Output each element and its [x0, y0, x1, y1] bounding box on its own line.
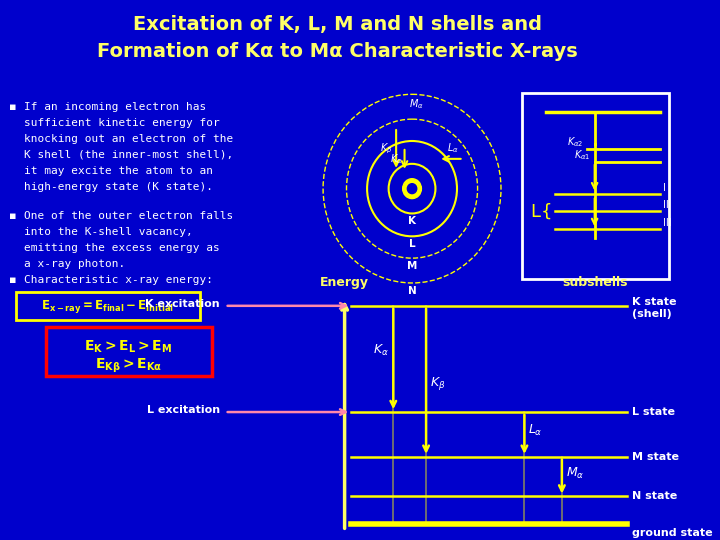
Circle shape [402, 179, 421, 199]
Text: One of the outer electron falls: One of the outer electron falls [24, 212, 233, 221]
Text: L: L [409, 239, 415, 249]
Text: Formation of Kα to Mα Characteristic X-rays: Formation of Kα to Mα Characteristic X-r… [96, 42, 577, 61]
Text: M: M [407, 261, 417, 271]
Text: ▪: ▪ [9, 275, 17, 285]
Text: L excitation: L excitation [147, 405, 220, 415]
Text: $K_{\alpha1}$: $K_{\alpha1}$ [574, 148, 590, 161]
Text: $\mathbf{E_{K\beta}>E_{K\alpha}}$: $\mathbf{E_{K\beta}>E_{K\alpha}}$ [95, 356, 162, 375]
Text: subshells: subshells [562, 276, 627, 289]
Circle shape [408, 184, 417, 194]
Text: Energy: Energy [320, 276, 369, 289]
Text: $M_\alpha$: $M_\alpha$ [410, 97, 424, 111]
Text: $M_\alpha$: $M_\alpha$ [566, 465, 584, 481]
Text: L$\{$: L$\{$ [530, 202, 552, 221]
Text: M state: M state [632, 452, 679, 462]
Text: emitting the excess energy as: emitting the excess energy as [24, 243, 220, 253]
Text: Excitation of K, L, M and N shells and: Excitation of K, L, M and N shells and [132, 15, 541, 35]
Text: high-energy state (K state).: high-energy state (K state). [24, 181, 213, 192]
Text: ▪: ▪ [9, 212, 17, 221]
Text: it may excite the atom to an: it may excite the atom to an [24, 166, 213, 176]
Text: N: N [408, 286, 416, 296]
Text: $\mathbf{E_K>E_L>E_M}$: $\mathbf{E_K>E_L>E_M}$ [84, 339, 172, 355]
Text: K state: K state [632, 297, 677, 307]
Text: N state: N state [632, 491, 678, 502]
Text: If an incoming electron has: If an incoming electron has [24, 102, 207, 112]
Text: III: III [663, 218, 672, 228]
Text: L state: L state [632, 407, 675, 417]
Text: ground state: ground state [632, 528, 713, 538]
Text: K shell (the inner-most shell),: K shell (the inner-most shell), [24, 150, 233, 160]
Text: a x-ray photon.: a x-ray photon. [24, 259, 125, 269]
Text: $K_{\alpha2}$: $K_{\alpha2}$ [567, 135, 583, 148]
Text: II: II [663, 200, 669, 211]
Text: $K_\beta$: $K_\beta$ [430, 375, 446, 393]
Text: $L_\alpha$: $L_\alpha$ [528, 423, 543, 438]
Text: $\mathbf{E_{x-ray}=E_{final}-E_{initial}}$: $\mathbf{E_{x-ray}=E_{final}-E_{initial}… [41, 298, 174, 315]
Text: K: K [408, 217, 416, 226]
FancyBboxPatch shape [16, 292, 200, 320]
FancyBboxPatch shape [521, 93, 669, 279]
Text: sufficient kinetic energy for: sufficient kinetic energy for [24, 118, 220, 128]
Text: $K_\alpha$: $K_\alpha$ [373, 343, 389, 358]
Text: $K_\beta$: $K_\beta$ [379, 141, 392, 156]
Text: I: I [663, 183, 666, 193]
Text: K excitation: K excitation [145, 299, 220, 309]
Text: $L_\alpha$: $L_\alpha$ [447, 141, 459, 155]
Text: ▪: ▪ [9, 102, 17, 112]
Text: $K_\alpha$: $K_\alpha$ [390, 152, 402, 166]
Text: (shell): (shell) [632, 309, 672, 319]
Text: into the K-shell vacancy,: into the K-shell vacancy, [24, 227, 193, 238]
Text: knocking out an electron of the: knocking out an electron of the [24, 134, 233, 144]
Text: Characteristic x-ray energy:: Characteristic x-ray energy: [24, 275, 213, 285]
FancyBboxPatch shape [46, 327, 212, 376]
